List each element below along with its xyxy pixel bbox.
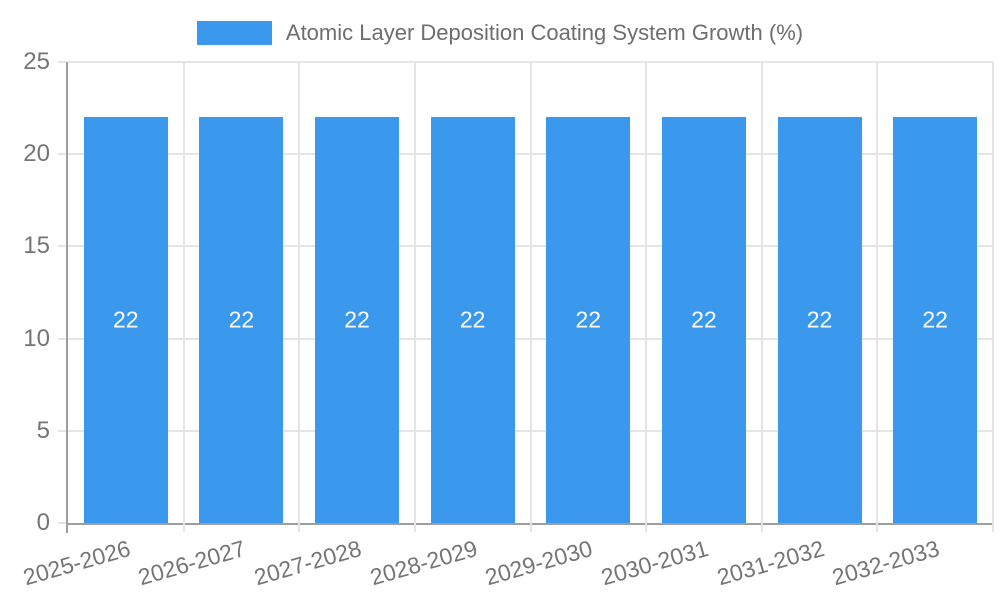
y-axis-tick [58,337,66,340]
x-axis-tick [182,523,185,532]
bar-2027-2028[interactable]: 22 [315,117,400,523]
x-axis-tick-label: 2028-2029 [366,535,480,591]
bar-value-label: 22 [691,306,717,333]
y-axis-tick-label: 5 [36,416,50,444]
legend-swatch-icon [196,21,272,45]
x-axis-tick [413,523,416,532]
bar-2029-2030[interactable]: 22 [546,117,631,523]
bar-2030-2031[interactable]: 22 [661,117,746,523]
y-axis-tick-label: 20 [23,140,50,168]
y-axis-line [66,62,68,533]
gridline-vertical [182,62,185,523]
y-axis-tick [58,61,66,63]
gridline-vertical [760,62,763,523]
bar-value-label: 22 [459,306,486,333]
x-axis-tick [645,523,648,532]
bar-value-label: 22 [228,306,255,333]
x-axis-tick [992,523,994,532]
x-axis-tick-label: 2025-2026 [20,535,133,591]
y-axis-tick [58,153,66,156]
x-axis-tick [760,523,763,532]
plot-area: 0 5 10 15 20 25 22 2025-2026 22 2026-2027 22 2027-2… [20,50,994,590]
y-axis-tick-label: 15 [23,232,50,260]
bar-value-label: 22 [922,306,948,333]
bar-2032-2033[interactable]: 22 [893,117,978,523]
x-axis-tick [529,523,532,532]
x-axis-tick [876,523,879,532]
x-axis-tick-label: 2026-2027 [135,535,249,591]
bar-2028-2029[interactable]: 22 [430,117,515,523]
bar-2026-2027[interactable]: 22 [199,117,284,523]
bar-value-label: 22 [113,306,139,333]
gridline-vertical [529,62,532,523]
legend-label: Atomic Layer Deposition Coating System G… [285,20,804,45]
bar-value-label: 22 [344,306,370,333]
gridline-vertical [992,62,994,523]
y-axis-tick [58,522,66,524]
x-axis-tick-label: 2030-2031 [598,535,712,591]
x-axis-tick-label: 2029-2030 [482,535,596,591]
y-axis-tick-label: 25 [23,48,50,75]
gridline-vertical [298,62,301,523]
y-axis-tick [58,429,66,432]
gridline-vertical [876,62,879,523]
y-axis-tick [58,245,66,248]
chart-legend[interactable]: Atomic Layer Deposition Coating System G… [0,16,1000,50]
bar-value-label: 22 [806,306,833,333]
y-axis-tick-label: 10 [23,324,50,352]
x-axis-tick-label: 2027-2028 [251,535,365,591]
bar-2025-2026[interactable]: 22 [83,117,168,523]
y-axis-tick-label: 0 [36,509,50,536]
x-axis-tick-label: 2032-2033 [829,535,943,591]
gridline-vertical [645,62,648,523]
bar-value-label: 22 [575,306,602,333]
x-axis-tick [298,523,301,532]
gridline-vertical [413,62,416,523]
bar-2031-2032[interactable]: 22 [777,117,862,523]
x-axis-tick-label: 2031-2032 [713,535,827,591]
